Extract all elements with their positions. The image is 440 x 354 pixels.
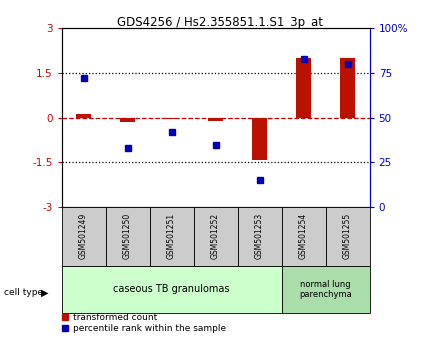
Bar [326,207,370,266]
Text: ▶: ▶ [40,288,48,298]
Bar [62,266,282,313]
Text: GSM501252: GSM501252 [211,213,220,259]
Bar [252,118,268,160]
Bar [62,207,106,266]
Bar [120,118,136,122]
Text: GDS4256 / Hs2.355851.1.S1_3p_at: GDS4256 / Hs2.355851.1.S1_3p_at [117,16,323,29]
Bar [208,118,224,121]
Bar [164,118,180,119]
Bar [296,58,312,118]
Bar [282,266,370,313]
Text: GSM501255: GSM501255 [343,213,352,259]
Text: GSM501249: GSM501249 [79,213,88,259]
Bar [194,207,238,266]
Bar [282,207,326,266]
Text: normal lung
parenchyma: normal lung parenchyma [299,280,352,299]
Bar [340,58,356,118]
Bar [150,207,194,266]
Legend: transformed count, percentile rank within the sample: transformed count, percentile rank withi… [62,313,227,333]
Text: GSM501254: GSM501254 [299,213,308,259]
Text: caseous TB granulomas: caseous TB granulomas [114,284,230,295]
Text: GSM501253: GSM501253 [255,213,264,259]
Text: cell type: cell type [4,287,44,297]
Bar [106,207,150,266]
Bar [76,114,92,118]
Bar [238,207,282,266]
Text: GSM501251: GSM501251 [167,213,176,259]
Text: GSM501250: GSM501250 [123,213,132,259]
